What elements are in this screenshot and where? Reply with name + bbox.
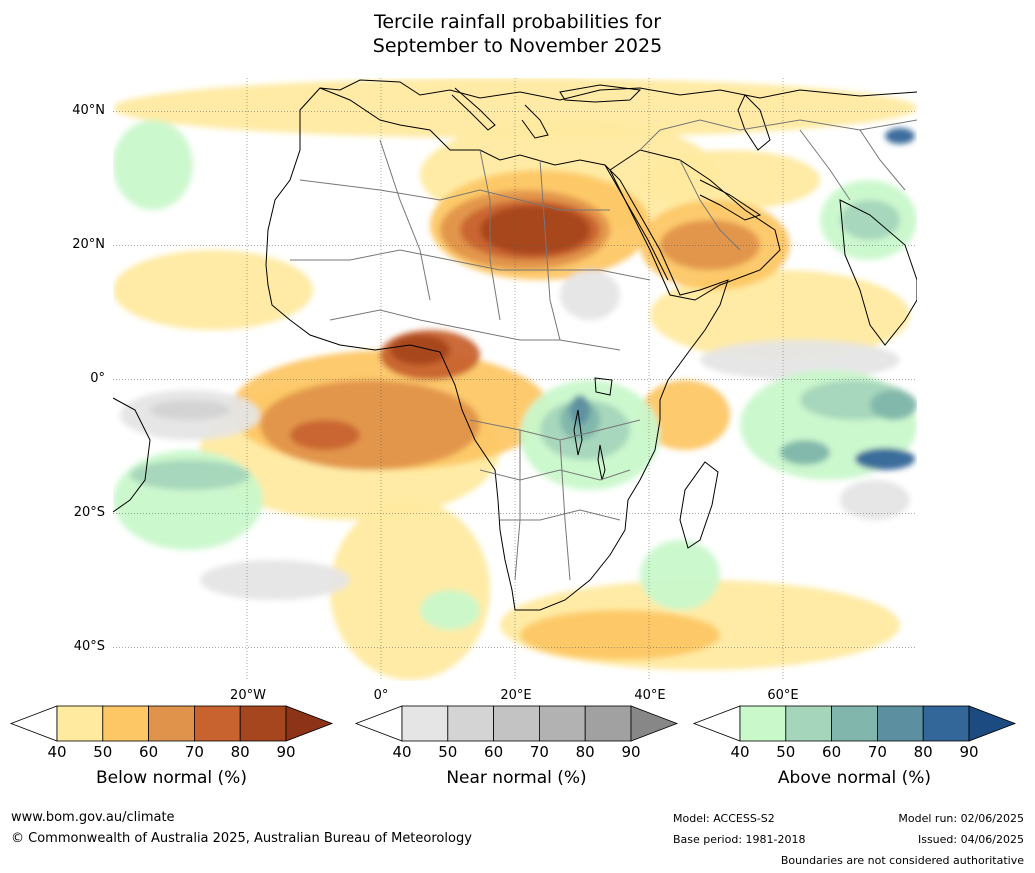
shading-below-40 bbox=[113, 250, 313, 330]
shading-below-80 bbox=[480, 205, 590, 255]
colorbar-near-high bbox=[630, 705, 679, 742]
colorbar-above-high bbox=[968, 705, 1017, 742]
colorbar-below-segment bbox=[239, 705, 287, 742]
colorbar-above-segment bbox=[877, 705, 924, 742]
lon-label-0: 0° bbox=[373, 688, 389, 703]
colorbar-below-high bbox=[285, 705, 334, 742]
colorbar-above-tick: 70 bbox=[867, 743, 887, 761]
lat-label-20n: 20°N bbox=[72, 237, 105, 252]
shading-above-40 bbox=[420, 590, 480, 630]
map-title-line1: Tercile rainfall probabilities for bbox=[373, 11, 662, 33]
coastline bbox=[113, 79, 917, 611]
colorbar-below-tick: 90 bbox=[276, 743, 296, 761]
colorbar-near-tick: 80 bbox=[575, 743, 595, 761]
shading-near-40 bbox=[700, 340, 900, 380]
lon-label-60e: 60°E bbox=[767, 688, 799, 703]
shading-near-40 bbox=[560, 270, 620, 320]
colorbar-above-title: Above normal (%) bbox=[777, 768, 932, 788]
shading-below-40 bbox=[330, 500, 490, 680]
colorbar-above-tick: 80 bbox=[913, 743, 933, 761]
colorbar-near-segment bbox=[584, 705, 632, 742]
colorbar-near-tick: 50 bbox=[438, 743, 458, 761]
lat-label-40s: 40°S bbox=[73, 639, 105, 654]
shading-near-50 bbox=[150, 400, 230, 420]
lat-label-equator: 0° bbox=[90, 371, 105, 386]
shading-above-80 bbox=[855, 448, 915, 470]
shading-below-80 bbox=[390, 335, 450, 365]
footer-model-run: Model run: 02/06/2025 bbox=[898, 812, 1024, 825]
shading-below-60 bbox=[660, 220, 760, 270]
shading-above-60 bbox=[870, 390, 917, 420]
colorbar-above-low bbox=[692, 705, 741, 742]
shading-below-60 bbox=[260, 380, 480, 470]
colorbar-below-tick: 70 bbox=[184, 743, 204, 761]
country-borders bbox=[290, 119, 917, 581]
shading-near-40 bbox=[840, 480, 910, 520]
footer-base-period: Base period: 1981-2018 bbox=[673, 833, 806, 846]
colorbar-below-segment bbox=[148, 705, 195, 742]
probability-shading bbox=[113, 78, 917, 680]
shading-above-50 bbox=[130, 460, 250, 490]
shading-above-50 bbox=[840, 200, 900, 240]
lat-label-40n: 40°N bbox=[72, 103, 105, 118]
footer-issued: Issued: 04/06/2025 bbox=[917, 833, 1024, 846]
colorbar-near-tick: 90 bbox=[621, 743, 641, 761]
colorbar-near-tick: 70 bbox=[529, 743, 549, 761]
footer-copyright: © Commonwealth of Australia 2025, Austra… bbox=[11, 831, 472, 846]
shading-above-80 bbox=[885, 128, 915, 144]
colorbar-below-segment bbox=[56, 705, 104, 742]
graticule bbox=[113, 78, 917, 681]
colorbar-below-segment bbox=[102, 705, 150, 742]
colorbar-below-tick: 50 bbox=[93, 743, 113, 761]
colorbar-near-tick: 60 bbox=[484, 743, 504, 761]
shading-above-60 bbox=[780, 440, 830, 465]
footer-url: www.bom.gov.au/climate bbox=[11, 810, 175, 825]
footer-disclaimer: Boundaries are not considered authoritat… bbox=[780, 854, 1024, 867]
lon-label-40e: 40°E bbox=[634, 688, 666, 703]
colorbar-near-segment bbox=[539, 705, 586, 742]
shading-below-50 bbox=[640, 380, 730, 450]
map-title-line2: September to November 2025 bbox=[372, 35, 663, 57]
colorbar-near-tick: 40 bbox=[392, 743, 412, 761]
colorbar-below-tick: 40 bbox=[47, 743, 67, 761]
shading-below-40 bbox=[640, 150, 820, 210]
colorbar-below-low bbox=[9, 705, 58, 742]
colorbar-near-segment bbox=[493, 705, 540, 742]
colorbar-above-segment bbox=[831, 705, 878, 742]
footer-model: Model: ACCESS-S2 bbox=[673, 812, 775, 825]
colorbar-above-tick: 90 bbox=[959, 743, 979, 761]
lat-label-20s: 20°S bbox=[73, 505, 105, 520]
colorbar-above-tick: 50 bbox=[776, 743, 796, 761]
colorbar-near-title: Near normal (%) bbox=[446, 768, 587, 788]
colorbar-near-segment bbox=[401, 705, 449, 742]
shading-near-40 bbox=[200, 560, 350, 600]
colorbar-above-segment bbox=[785, 705, 832, 742]
shading-below-70 bbox=[290, 420, 360, 450]
shading-above-70 bbox=[570, 395, 590, 425]
lon-label-20e: 20°E bbox=[500, 688, 532, 703]
colorbar-below-tick: 80 bbox=[230, 743, 250, 761]
shading-above-40 bbox=[640, 540, 720, 610]
colorbars bbox=[9, 705, 1017, 742]
colorbar-above-tick: 40 bbox=[730, 743, 750, 761]
colorbar-below-segment bbox=[193, 705, 241, 742]
shading-above-40 bbox=[113, 120, 193, 210]
shading-below-50 bbox=[520, 610, 720, 660]
colorbar-above-segment bbox=[922, 705, 970, 742]
colorbar-above-segment bbox=[739, 705, 787, 742]
shading-below-40 bbox=[650, 270, 910, 360]
lon-label-20w: 20°W bbox=[230, 688, 266, 703]
colorbar-below-title: Below normal (%) bbox=[96, 768, 247, 788]
colorbar-near-segment bbox=[447, 705, 494, 742]
colorbar-near-low bbox=[354, 705, 403, 742]
colorbar-below-tick: 60 bbox=[139, 743, 159, 761]
colorbar-above-tick: 60 bbox=[822, 743, 842, 761]
